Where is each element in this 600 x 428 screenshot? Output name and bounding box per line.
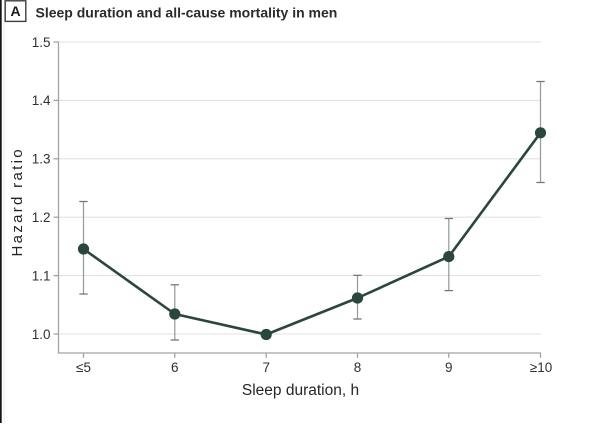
svg-text:1.5: 1.5 — [32, 35, 51, 50]
svg-text:7: 7 — [262, 360, 270, 375]
svg-text:6: 6 — [171, 360, 179, 375]
svg-text:1.2: 1.2 — [32, 210, 51, 225]
svg-text:Hazard ratio: Hazard ratio — [9, 147, 26, 256]
svg-text:1.1: 1.1 — [32, 268, 51, 283]
svg-text:1.4: 1.4 — [32, 93, 51, 108]
svg-text:≥10: ≥10 — [530, 360, 552, 375]
svg-text:1.0: 1.0 — [32, 327, 51, 342]
svg-text:9: 9 — [445, 360, 453, 375]
svg-text:8: 8 — [354, 360, 362, 375]
svg-text:1.3: 1.3 — [32, 152, 51, 167]
svg-text:≤5: ≤5 — [76, 360, 91, 375]
svg-text:Sleep duration and all-cause m: Sleep duration and all-cause mortality i… — [36, 4, 338, 20]
svg-text:A: A — [10, 3, 20, 19]
svg-text:Sleep duration, h: Sleep duration, h — [242, 382, 359, 399]
